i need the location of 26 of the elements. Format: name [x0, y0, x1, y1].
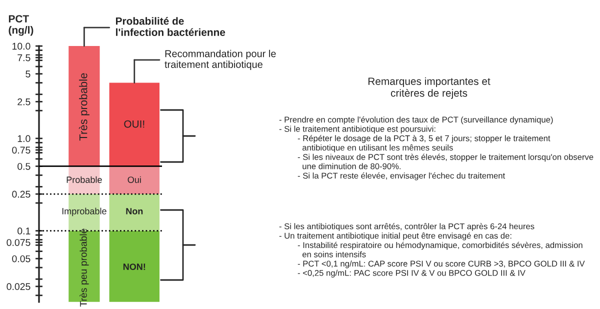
y-tick-label: 1.0 — [18, 135, 30, 142]
y-axis-title: PCT (ng/l) — [8, 15, 34, 36]
annotation: NON! — [123, 264, 146, 270]
y-tick-label: 0.5 — [18, 162, 30, 170]
annotation: Non — [126, 208, 143, 214]
annotation: Très probable — [78, 73, 90, 141]
text: - Prendre en compte l'évolution des taux de PCT (surveillance dynamique) - Si le traitement antibiotique est poursuivi: - Répéter le dosage de la PCT à 3, 5 et 7 jours; stopper le traitement antibiotique en utilisant les mêmes seuils - Si les niveaux de PCT sont très élevés, stopper le traitement lorsqu'on observe une diminution de 80-90%. - Si la PCT reste élevée, envisager l'échec du traitement — [279, 116, 594, 180]
y-tick-label: 5 — [26, 70, 30, 78]
y-tick-label: 0.1 — [18, 228, 30, 234]
text: Probabilité de l'infection bactérienne — [116, 17, 226, 36]
y-tick-label: 7.5 — [18, 54, 30, 62]
annotation: Probable — [66, 176, 102, 183]
y-tick-label: 0.05 — [12, 255, 30, 262]
y-tick-label: 0.25 — [12, 190, 30, 198]
annotation: OUI! — [124, 120, 144, 128]
annotation: Très peu probable — [80, 228, 89, 307]
y-tick-label: 2.5 — [18, 98, 30, 106]
y-tick-label: 0.75 — [12, 146, 30, 154]
y-tick-label: 10.0 — [12, 42, 30, 50]
annotation: Improbable — [62, 208, 106, 216]
y-tick-label: 0.075 — [6, 239, 30, 246]
annotation: Oui — [128, 176, 141, 183]
text: Remarques importantes et critères de rejets — [368, 77, 490, 99]
text: Recommandation pour le traitement antibiotique — [164, 50, 276, 70]
y-tick-label: 0.025 — [6, 283, 30, 290]
text: - Si les antibiotiques sont arrêtés, contrôler la PCT après 6-24 heures - Un traitement antibiotique initial peut être envisagé en cas de: - Instabilité respiratoire ou hémodynamique, comorbidités sévères, admission en soins intensifs - PCT <0,1 ng/mL: CAP score PSI V ou score CURB >3, BPCO GOLD III & IV - <0,25 ng/mL: PAC score PSI IV & V ou BPCO GOLD III & IV — [279, 223, 585, 278]
